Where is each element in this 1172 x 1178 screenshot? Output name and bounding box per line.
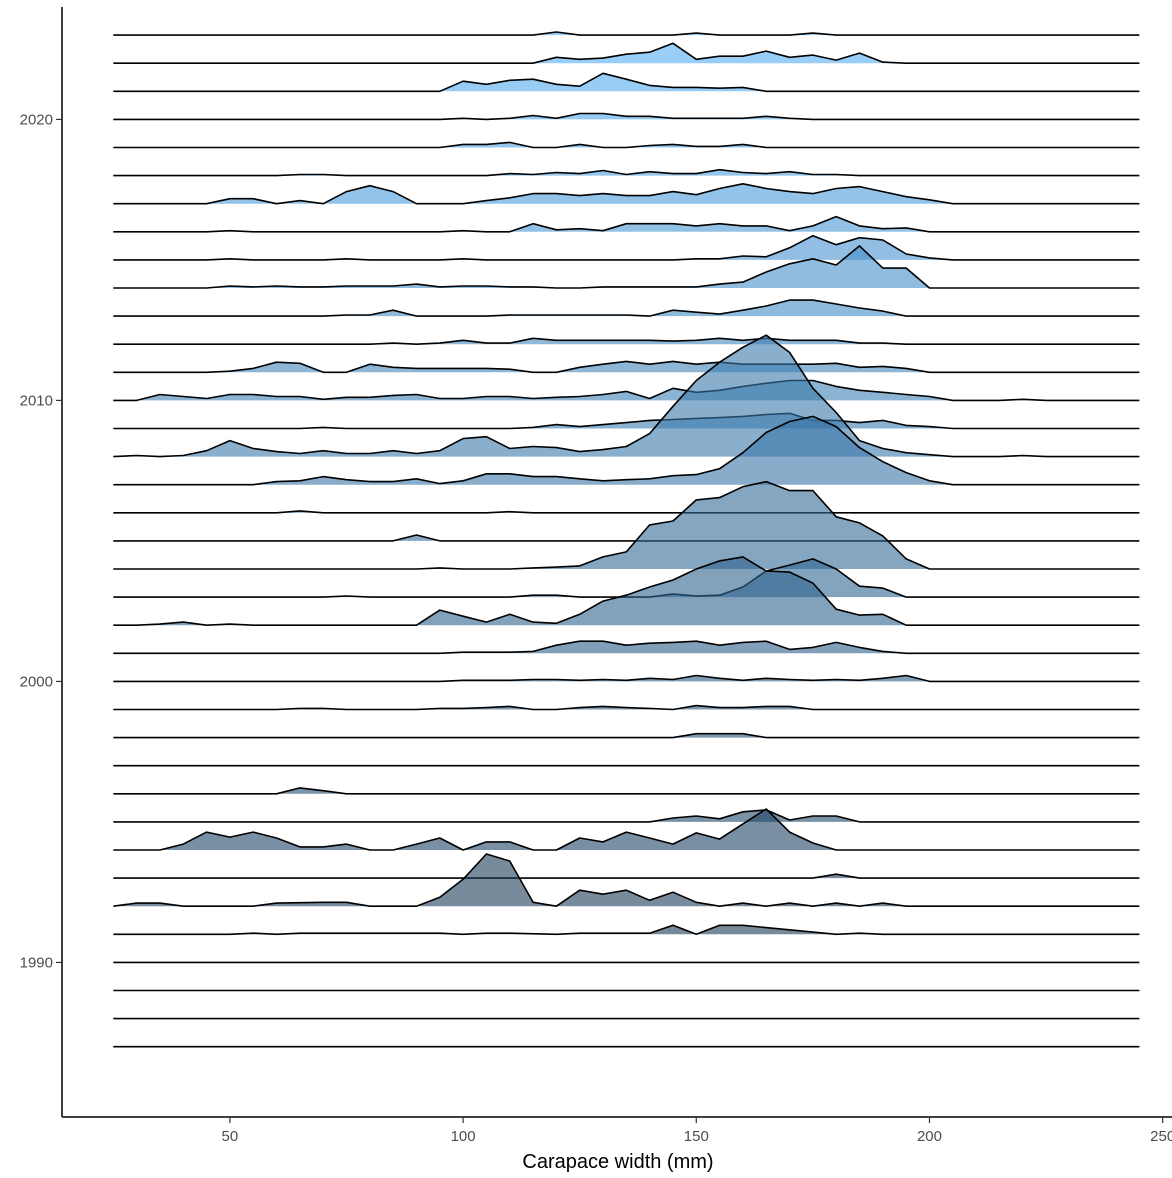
ridge-2000 bbox=[113, 674, 1140, 683]
x-ticks: 50 100 150 200 250 bbox=[222, 1117, 1172, 1145]
ridge-2011 bbox=[113, 360, 1140, 374]
ridge-line-2011 bbox=[113, 360, 1140, 374]
ridge-line-1995 bbox=[113, 809, 1140, 823]
ridge-area-2011 bbox=[113, 361, 1140, 373]
ridge-line-2018 bbox=[113, 168, 1140, 177]
y-ticks: 1990 2000 2010 2020 bbox=[20, 111, 62, 971]
ridge-1993 bbox=[113, 873, 1140, 879]
ridge-area-2007 bbox=[113, 416, 1140, 485]
ridge-line-2022 bbox=[113, 42, 1140, 64]
ridge-line-1991 bbox=[113, 924, 1140, 936]
ridge-2004 bbox=[113, 480, 1140, 570]
ridge-line-2020 bbox=[113, 112, 1140, 121]
ridge-area-2005 bbox=[113, 535, 1140, 541]
x-tick-label: 250 bbox=[1150, 1128, 1172, 1145]
ridge-area-2002 bbox=[113, 556, 1140, 626]
ridge-2023 bbox=[113, 31, 1140, 36]
y-tick-label: 2010 bbox=[20, 392, 53, 409]
ridge-area-2015 bbox=[113, 235, 1140, 260]
ridge-2020 bbox=[113, 112, 1140, 121]
ridge-1991 bbox=[113, 924, 1140, 936]
ridge-1992 bbox=[113, 853, 1140, 907]
ridge-2002 bbox=[113, 556, 1140, 626]
ridges bbox=[113, 31, 1140, 1048]
ridge-area-1995 bbox=[113, 809, 1140, 822]
x-tick-label: 100 bbox=[451, 1128, 476, 1145]
ridge-line-1996 bbox=[113, 787, 1140, 795]
y-tick-label: 1990 bbox=[20, 954, 53, 971]
ridge-1999 bbox=[113, 704, 1140, 711]
ridge-area-2009 bbox=[113, 413, 1140, 429]
x-tick-label: 50 bbox=[222, 1128, 239, 1145]
ridge-2015 bbox=[113, 234, 1140, 261]
ridge-area-2021 bbox=[113, 73, 1140, 92]
ridge-line-2021 bbox=[113, 72, 1140, 93]
ridge-area-2017 bbox=[113, 183, 1140, 204]
ridge-line-2012 bbox=[113, 337, 1140, 345]
ridge-area-2022 bbox=[113, 43, 1140, 64]
ridge-line-2004 bbox=[113, 480, 1140, 570]
ridge-area-1994 bbox=[113, 809, 1140, 850]
ridge-line-1994 bbox=[113, 808, 1140, 851]
ridge-line-2000 bbox=[113, 674, 1140, 683]
ridge-2005 bbox=[113, 534, 1140, 542]
ridge-2018 bbox=[113, 168, 1140, 177]
ridge-line-2005 bbox=[113, 534, 1140, 542]
ridge-2012 bbox=[113, 337, 1140, 345]
ridge-area-2012 bbox=[113, 338, 1140, 345]
ridge-1994 bbox=[113, 808, 1140, 851]
ridge-2010 bbox=[113, 379, 1140, 402]
ridge-2014 bbox=[113, 245, 1140, 289]
ridge-2009 bbox=[113, 412, 1140, 430]
ridge-line-1992 bbox=[113, 853, 1140, 907]
ridge-line-2006 bbox=[113, 510, 1140, 514]
axes: 50 100 150 200 250 1990 2000 2010 2020 Carapace… bbox=[20, 7, 1172, 1173]
y-tick-label: 2020 bbox=[20, 111, 53, 128]
ridge-line-2013 bbox=[113, 299, 1140, 317]
ridge-area-2004 bbox=[113, 481, 1140, 569]
ridge-line-1999 bbox=[113, 704, 1140, 711]
ridge-2001 bbox=[113, 640, 1140, 655]
x-tick-label: 150 bbox=[684, 1128, 709, 1145]
x-tick-label: 200 bbox=[917, 1128, 942, 1145]
ridge-2017 bbox=[113, 183, 1140, 205]
ridge-2021 bbox=[113, 72, 1140, 93]
ridge-area-1999 bbox=[113, 705, 1140, 710]
ridge-line-2019 bbox=[113, 141, 1140, 149]
ridge-area-1996 bbox=[113, 787, 1140, 794]
ridge-1995 bbox=[113, 809, 1140, 823]
ridge-line-2007 bbox=[113, 415, 1140, 486]
ridge-1998 bbox=[113, 732, 1140, 739]
ridge-2013 bbox=[113, 299, 1140, 317]
ridge-line-2023 bbox=[113, 31, 1140, 36]
ridge-line-2010 bbox=[113, 379, 1140, 402]
ridge-line-2015 bbox=[113, 234, 1140, 261]
ridge-area-2000 bbox=[113, 675, 1140, 682]
ridge-area-2014 bbox=[113, 245, 1140, 288]
ridge-2016 bbox=[113, 215, 1140, 233]
y-tick-label: 2000 bbox=[20, 673, 53, 690]
ridge-2007 bbox=[113, 415, 1140, 486]
ridge-line-2001 bbox=[113, 640, 1140, 655]
ridge-2022 bbox=[113, 42, 1140, 64]
ridge-line-2002 bbox=[113, 556, 1140, 626]
ridge-line-2008 bbox=[113, 334, 1140, 458]
ridge-line-2017 bbox=[113, 183, 1140, 205]
ridge-line-1993 bbox=[113, 873, 1140, 879]
ridge-area-1992 bbox=[113, 854, 1140, 907]
ridge-2019 bbox=[113, 141, 1140, 149]
ridge-area-2010 bbox=[113, 380, 1140, 401]
x-axis-title: Carapace width (mm) bbox=[522, 1151, 713, 1173]
ridge-area-2001 bbox=[113, 641, 1140, 654]
ridge-line-1998 bbox=[113, 732, 1140, 739]
ridge-2008 bbox=[113, 334, 1140, 458]
ridge-area-2013 bbox=[113, 300, 1140, 317]
ridge-line-2016 bbox=[113, 215, 1140, 233]
ridge-2006 bbox=[113, 510, 1140, 514]
ridge-line-2014 bbox=[113, 245, 1140, 289]
ridge-1996 bbox=[113, 787, 1140, 795]
